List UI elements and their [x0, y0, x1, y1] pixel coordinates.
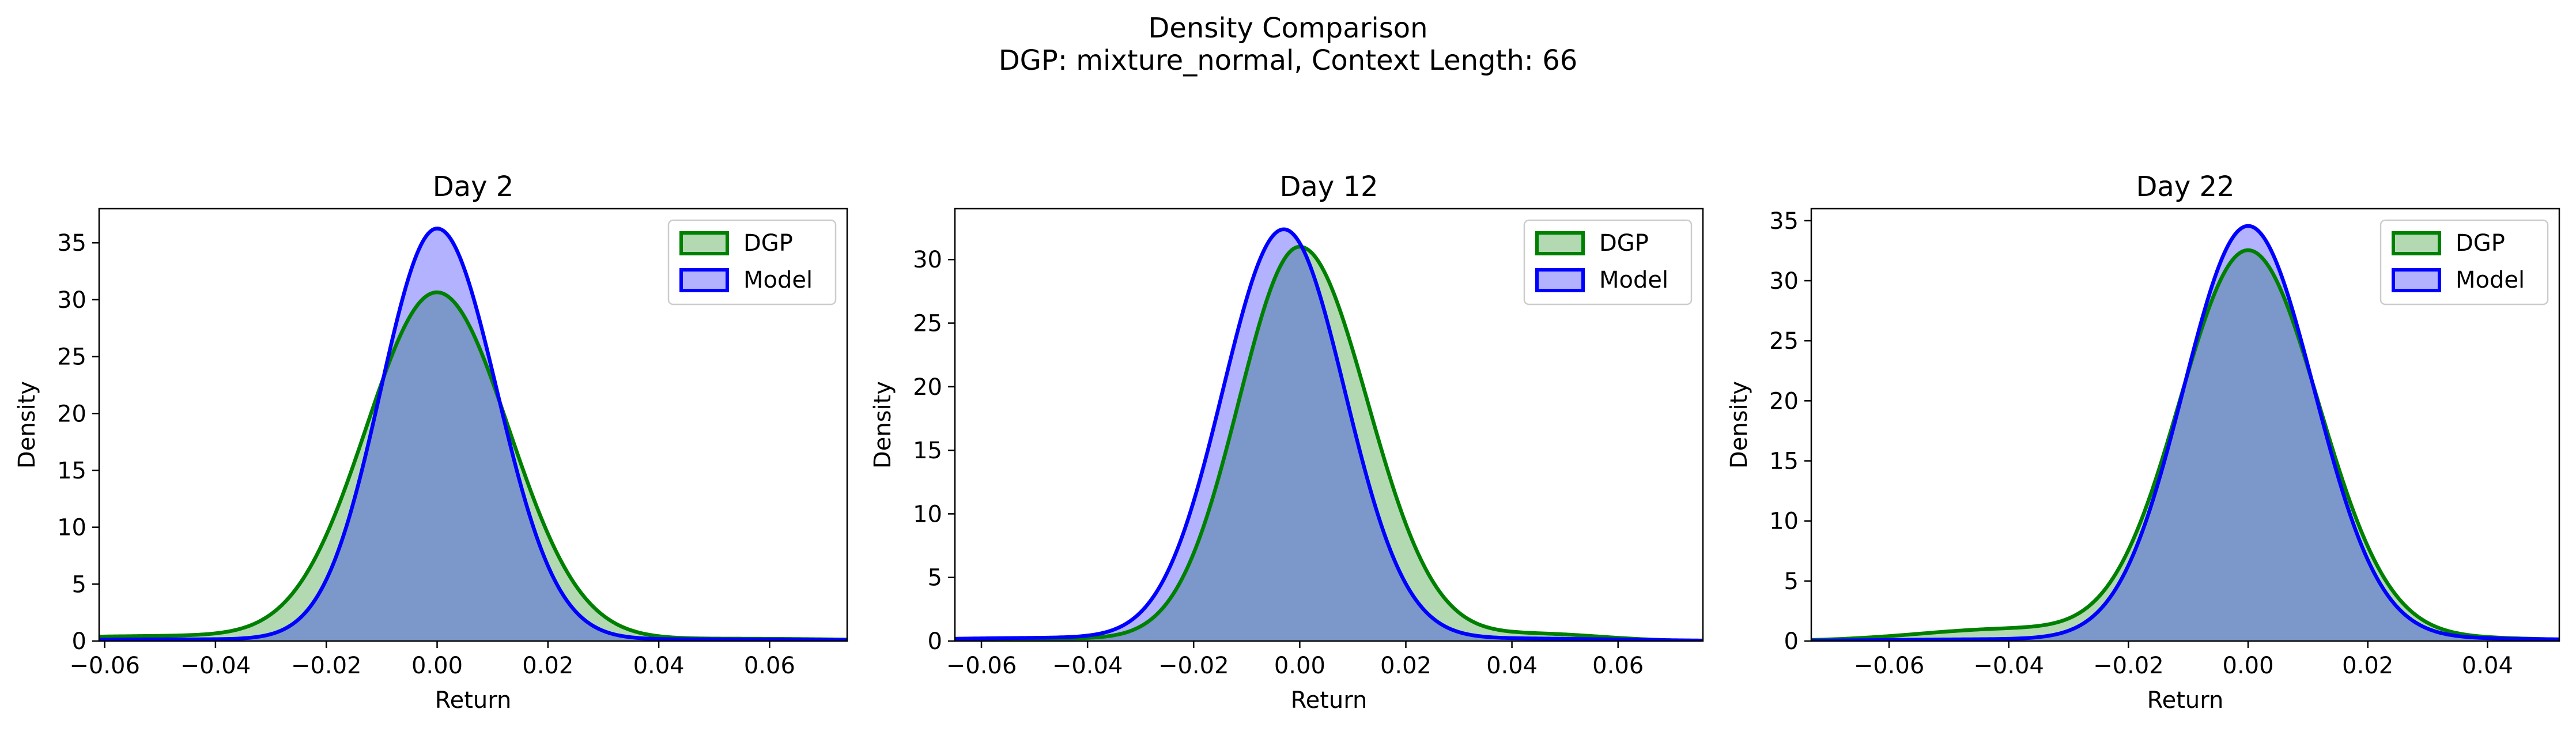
legend-label: DGP: [1599, 230, 1649, 257]
series-fill-model: [955, 229, 1703, 641]
legend: DGP Model: [2379, 219, 2549, 306]
series-fill-dgp: [1811, 250, 2559, 641]
y-tick-label: 15: [57, 458, 86, 484]
legend-item-dgp: DGP: [2392, 230, 2505, 257]
x-axis-label: Return: [435, 687, 512, 714]
y-tick-label: 10: [57, 515, 86, 541]
legend-swatch: [679, 231, 729, 255]
legend-item-model: Model: [2392, 267, 2525, 293]
legend-box: [1523, 219, 1693, 306]
series-line-model: [955, 227, 1703, 641]
y-tick-label: 15: [1769, 448, 1799, 475]
y-tick-label: 5: [928, 565, 942, 591]
legend-item-dgp: DGP: [1535, 230, 1649, 257]
subplot-title: Day 2: [433, 171, 514, 203]
subplot-title: Day 12: [1279, 171, 1378, 203]
series-line-model: [1811, 224, 2559, 641]
x-tick-label: 0.02: [1380, 653, 1431, 679]
y-tick-label: 15: [913, 438, 942, 464]
x-tick-label: −0.06: [1854, 653, 1925, 679]
axes-frame: [954, 208, 1704, 642]
series-line-model: [99, 227, 847, 641]
x-tick-label: 0.00: [411, 653, 463, 679]
x-tick-label: 0.02: [522, 653, 573, 679]
subplot-day-2: −0.06 −0.04 −0.02 0.00 0.02 0.04 0.06 0 5 10 15 20 2…: [870, 171, 1704, 714]
y-tick-label: 20: [57, 401, 86, 427]
x-tick-label: 0.02: [2342, 653, 2393, 679]
figure-title: Density Comparison: [1148, 12, 1428, 44]
x-tick-label: −0.04: [180, 653, 251, 679]
y-tick-label: 30: [57, 287, 86, 314]
plot-area: [99, 227, 847, 641]
legend-box: [2379, 219, 2549, 306]
subplot-day-1: −0.06 −0.04 −0.02 0.00 0.02 0.04 0.06 0 5 10 15 20 2…: [14, 171, 848, 714]
x-tick-label: −0.02: [2093, 653, 2164, 679]
y-tick-label: 20: [1769, 388, 1799, 414]
x-tick-label: −0.06: [946, 653, 1017, 679]
series-fill-dgp: [955, 247, 1703, 641]
x-tick-label: −0.04: [1973, 653, 2044, 679]
y-tick-label: 30: [913, 247, 942, 273]
y-axis-label: Density: [870, 381, 896, 469]
y-tick-label: 10: [1769, 508, 1799, 535]
legend-swatch: [2392, 268, 2441, 292]
series-fill-model: [1811, 225, 2559, 641]
y-tick-label: 35: [57, 230, 86, 257]
figure-subtitle: DGP: mixture_normal, Context Length: 66: [998, 44, 1578, 77]
y-tick-label: 0: [72, 628, 86, 655]
x-tick-label: 0.00: [2223, 653, 2274, 679]
x-axis-label: Return: [2147, 687, 2224, 714]
y-tick-label: 0: [928, 628, 942, 655]
axes-frame: [1810, 208, 2560, 642]
x-tick-label: 0.06: [744, 653, 795, 679]
y-tick-label: 5: [1784, 568, 1799, 595]
subplot-day-3: −0.06 −0.04 −0.02 0.00 0.02 0.04 0 5 10 15 20 25 30 3…: [1726, 171, 2560, 714]
legend-swatch: [2392, 231, 2441, 255]
legend-box: [667, 219, 837, 306]
y-tick-label: 25: [1769, 328, 1799, 355]
x-tick-label: −0.02: [1158, 653, 1229, 679]
y-tick-label: 25: [913, 311, 942, 337]
y-tick-label: 0: [1784, 628, 1799, 655]
y-tick-label: 10: [913, 501, 942, 527]
y-tick-label: 20: [913, 374, 942, 401]
legend-item-model: Model: [679, 267, 813, 293]
x-tick-label: −0.04: [1052, 653, 1123, 679]
legend-label: Model: [2456, 267, 2525, 293]
y-axis-label: Density: [14, 381, 40, 469]
x-axis-label: Return: [1291, 687, 1368, 714]
y-tick-label: 25: [57, 344, 86, 371]
legend-label: DGP: [743, 230, 793, 257]
legend-label: Model: [1599, 267, 1668, 293]
legend-label: DGP: [2456, 230, 2505, 257]
x-tick-label: 0.04: [633, 653, 685, 679]
y-tick-label: 30: [1769, 268, 1799, 295]
axes-frame: [98, 208, 848, 642]
series-fill-dgp: [99, 292, 847, 641]
x-tick-label: −0.02: [291, 653, 362, 679]
x-tick-label: 0.04: [1486, 653, 1538, 679]
legend: DGP Model: [667, 219, 837, 306]
legend-item-dgp: DGP: [679, 230, 793, 257]
legend-item-model: Model: [1535, 267, 1668, 293]
plot-area: [1811, 224, 2559, 641]
x-tick-label: 0.00: [1274, 653, 1325, 679]
y-axis-label: Density: [1726, 381, 1752, 469]
x-tick-label: 0.06: [1592, 653, 1644, 679]
y-tick-label: 5: [72, 571, 86, 598]
legend-swatch: [679, 268, 729, 292]
legend-swatch: [1535, 268, 1585, 292]
subplot-title: Day 22: [2136, 171, 2234, 203]
series-fill-model: [99, 228, 847, 641]
y-tick-label: 35: [1769, 208, 1799, 235]
legend: DGP Model: [1523, 219, 1693, 306]
plot-area: [955, 227, 1703, 641]
legend-swatch: [1535, 231, 1585, 255]
x-tick-label: 0.04: [2462, 653, 2513, 679]
legend-label: Model: [743, 267, 813, 293]
x-tick-label: −0.06: [69, 653, 140, 679]
